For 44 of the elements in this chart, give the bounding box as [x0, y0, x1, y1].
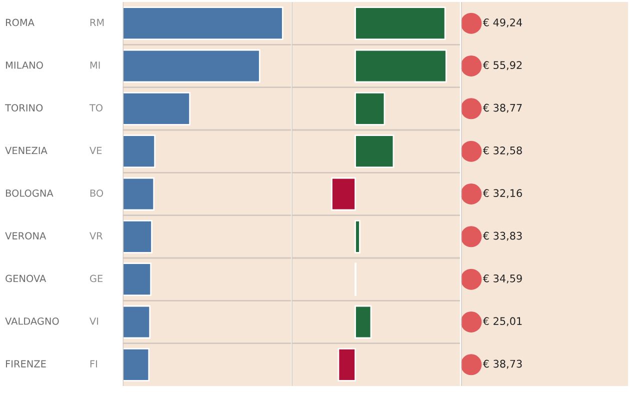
y-tick-label: FIRENZE [6, 360, 46, 368]
data-label: € 38,77 [482, 104, 522, 113]
y-tick-label: VALDAGNO [5, 317, 59, 325]
y2-tick-label: FI [90, 360, 97, 368]
y2-tick-label: VI [90, 318, 98, 325]
data-label: € 33,83 [482, 232, 522, 241]
data-label: € 32,16 [482, 189, 522, 198]
bar [338, 348, 356, 382]
bar [122, 92, 190, 126]
bar [122, 6, 284, 40]
y2-tick-label: VE [90, 146, 102, 154]
y2-tick-label: VR [90, 232, 103, 240]
bar [354, 6, 446, 40]
y2-tick-label: MI [90, 62, 100, 69]
y2-tick-label: TO [89, 104, 103, 112]
y-tick-label: BOLOGNA [6, 189, 54, 197]
data-label: € 34,59 [482, 274, 522, 284]
bar [122, 305, 151, 339]
bar [122, 220, 152, 254]
bar [354, 134, 394, 168]
bar [354, 92, 386, 126]
y-tick-label: GENOVA [6, 274, 46, 282]
bar [122, 177, 155, 211]
bar [122, 262, 152, 296]
bar [354, 305, 372, 339]
y-tick-label: TORINO [5, 104, 43, 112]
y-tick-label: VENEZIA [5, 146, 48, 154]
bar [122, 134, 156, 168]
bar [331, 177, 356, 211]
bar [122, 348, 150, 382]
y-tick-label: VERONA [5, 232, 46, 240]
bar [354, 49, 447, 83]
data-label: € 38,73 [482, 360, 522, 369]
data-label: € 55,92 [482, 61, 522, 70]
data-label: € 25,01 [482, 317, 522, 326]
y2-tick-label: RM [90, 18, 104, 26]
y2-tick-label: BO [90, 189, 104, 197]
bar [122, 49, 260, 83]
y-tick-label: ROMA [6, 18, 34, 26]
data-label: € 32,58 [482, 146, 522, 156]
y2-tick-label: GE [90, 274, 103, 282]
y-tick-label: MILANO [6, 61, 43, 69]
bar [354, 220, 360, 254]
data-label: € 49,24 [482, 18, 522, 28]
